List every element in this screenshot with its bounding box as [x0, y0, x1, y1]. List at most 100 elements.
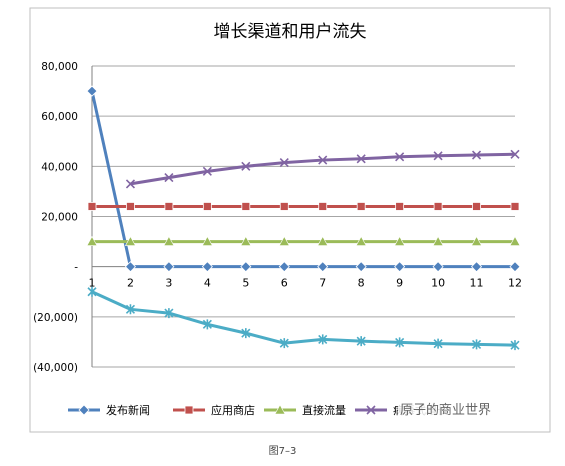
data-point: [395, 202, 405, 211]
data-point: [201, 261, 213, 273]
data-point: [240, 261, 252, 273]
series-layer: [86, 85, 521, 351]
data-point: [87, 286, 97, 297]
data-point: [317, 235, 329, 246]
x-tick-label: 3: [165, 277, 172, 290]
data-point: [163, 261, 175, 273]
legend-swatch-marker: [78, 404, 90, 416]
series-3: [86, 235, 521, 246]
data-point: [124, 235, 136, 246]
data-point: [433, 338, 443, 349]
legend-item: 发布新闻: [68, 403, 150, 417]
data-point: [318, 202, 328, 211]
y-tick-label: 60,000: [41, 111, 78, 123]
data-point: [241, 328, 251, 339]
data-point: [278, 261, 290, 273]
data-point: [471, 339, 482, 350]
data-point: [202, 166, 212, 176]
y-tick-label: 80,000: [41, 61, 78, 73]
data-point: [126, 202, 135, 211]
data-point: [163, 235, 175, 246]
data-point: [164, 308, 174, 319]
y-tick-label: 20,000: [41, 212, 78, 224]
data-point: [317, 261, 329, 273]
legend-item: 直接流量: [264, 403, 346, 417]
data-point: [125, 304, 136, 315]
data-point: [395, 337, 405, 348]
data-point: [470, 261, 483, 273]
series-line: [90, 90, 515, 269]
legend-label: 应用商店: [211, 403, 255, 417]
data-point: [240, 235, 252, 246]
data-point: [472, 202, 481, 211]
data-point: [87, 202, 97, 211]
data-point: [510, 340, 520, 351]
data-point: [433, 202, 443, 211]
data-point: [471, 235, 483, 246]
watermark: 原子的商业世界: [398, 399, 494, 418]
x-tick-label: 10: [431, 277, 445, 290]
chart-outer-frame: [29, 7, 551, 433]
data-point: [356, 336, 366, 347]
x-tick-label: 12: [508, 277, 522, 290]
data-point: [202, 319, 212, 330]
data-point: [510, 202, 520, 211]
data-point: [318, 334, 328, 345]
x-tick-label: 5: [242, 277, 249, 290]
x-tick-label: 9: [396, 277, 403, 290]
y-tick-label: (40,000): [33, 362, 78, 374]
series-2: [87, 202, 520, 211]
x-tick-label: 7: [319, 277, 326, 290]
data-point: [433, 151, 443, 161]
data-point: [509, 235, 521, 246]
x-tick-label: 2: [127, 277, 134, 290]
chart-title: 增长渠道和用户流失: [214, 22, 367, 42]
data-point: [356, 202, 366, 211]
x-tick-label: 4: [204, 277, 211, 290]
y-tick-label: -: [74, 262, 78, 274]
data-point: [164, 173, 174, 183]
series-4: [125, 149, 520, 189]
figure-caption: 图7–3: [268, 446, 297, 457]
data-point: [355, 235, 367, 246]
data-point: [279, 202, 289, 211]
data-point: [394, 235, 406, 246]
series-5: [87, 286, 520, 351]
data-point: [395, 152, 405, 162]
data-point: [355, 261, 367, 273]
data-point: [241, 202, 251, 211]
series-line: [91, 290, 516, 347]
data-point: [202, 202, 212, 211]
data-point: [432, 261, 444, 273]
grid-lines: [92, 65, 515, 368]
data-point: [356, 154, 366, 164]
x-tick-label: 6: [281, 277, 288, 290]
data-point: [394, 261, 406, 273]
data-point: [509, 261, 521, 273]
data-point: [201, 235, 213, 246]
y-tick-label: (20,000): [33, 312, 78, 324]
data-point: [125, 179, 136, 189]
legend-label: 直接流量: [302, 403, 346, 417]
x-tick-label: 8: [358, 277, 365, 290]
data-point: [86, 85, 98, 97]
y-tick-label: 40,000: [41, 161, 78, 173]
data-point: [432, 235, 444, 246]
data-point: [278, 235, 290, 246]
data-point: [279, 158, 289, 168]
data-point: [279, 338, 289, 349]
x-tick-label: 1: [89, 277, 96, 290]
data-point: [510, 149, 520, 159]
legend-label: 发布新闻: [106, 403, 150, 417]
data-point: [471, 150, 482, 160]
legend-swatch-marker: [366, 405, 376, 415]
data-point: [86, 235, 98, 246]
data-point: [124, 261, 137, 273]
data-point: [318, 155, 328, 165]
data-point: [241, 161, 251, 171]
x-tick-label: 11: [470, 277, 484, 290]
legend-swatch-marker: [184, 405, 194, 415]
legend-swatch-marker: [274, 404, 286, 415]
data-point: [164, 202, 174, 211]
